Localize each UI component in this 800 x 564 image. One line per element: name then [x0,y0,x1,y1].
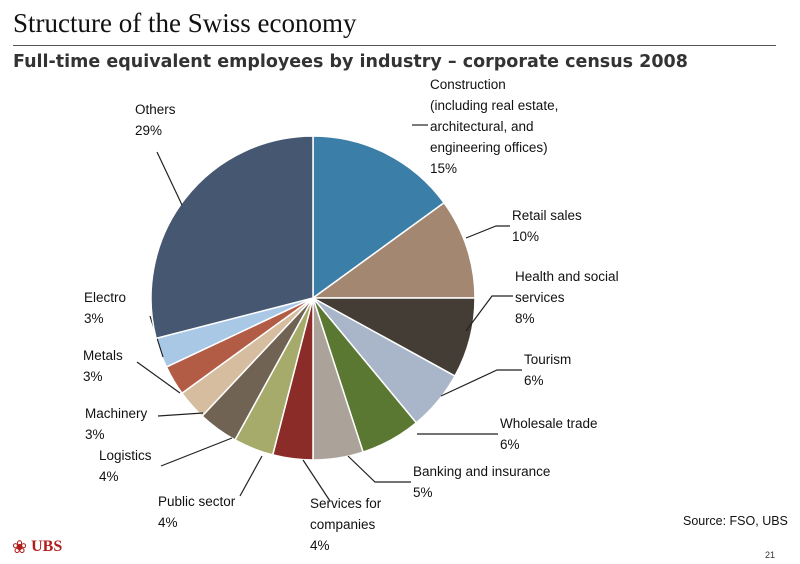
leader-line [440,369,522,397]
slice-label: Public sector 4% [158,491,235,533]
slice-label-text: architectural, and [430,119,534,134]
slice-label: Retail sales 10% [512,205,582,247]
slice-label: Machinery 3% [85,403,147,445]
slice-value-label: 8% [515,311,535,326]
pie-slice-construction [312,135,446,300]
slice-value-label: 3% [83,369,103,384]
slice-label-text: Others [135,102,176,117]
ubs-logo: ❀ UBS [12,538,62,556]
slice-label: Others 29% [135,99,176,141]
leader-line [347,455,411,483]
slice-label: Tourism 6% [524,349,571,391]
leader-line [156,151,183,206]
slice-label-text: Tourism [524,352,572,367]
slice-label-text: (including real estate, [430,98,559,113]
slice-value-label: 10% [512,229,540,244]
leader-line [465,295,513,332]
slice-label-text: Services for [310,496,382,511]
brand-name: UBS [31,538,63,555]
slice-value-label: 29% [135,123,163,138]
slice-label-text: companies [310,517,376,532]
slice-label: Banking and insurance 5% [413,461,550,503]
slice-label-text: Banking and insurance [413,464,551,479]
title-divider [13,45,776,46]
leader-line [465,225,510,239]
leader-line [302,459,331,502]
slice-label: Wholesale trade 6% [500,413,598,455]
slice-value-label: 3% [85,427,105,442]
slice-label-text: Public sector [158,494,236,509]
slice-label-text: Logistics [99,448,152,463]
slice-label-text: Wholesale trade [500,416,598,431]
leader-line [157,412,204,417]
source-note: Source: FSO, UBS [683,514,788,528]
slice-value-label: 4% [158,515,178,530]
page-number: 21 [765,550,776,560]
slice-label-text: Machinery [85,406,148,421]
slice-label: Metals 3% [83,345,123,387]
pie-slice-others [150,135,314,340]
slice-value-label: 4% [99,469,119,484]
page-title: Structure of the Swiss economy [13,8,357,38]
slice-value-label: 5% [413,485,433,500]
slice-value-label: 6% [500,437,520,452]
slice-label-text: engineering offices) [430,140,548,155]
leader-line [160,437,233,467]
slice-label-text: Construction [430,77,506,92]
slice-value-label: 4% [310,538,330,553]
slice-label: Electro 3% [84,287,126,329]
slice-label-text: Health and social [515,269,619,284]
pie-slice-retail-sales [310,201,476,299]
leader-line [239,455,263,497]
slice-label: Health and social services 8% [515,266,619,329]
slice-label: Services for companies 4% [310,493,381,556]
slice-label-text: Metals [83,348,123,363]
slice-label-text: Retail sales [512,208,582,223]
slice-label-text: Electro [84,290,127,305]
slice-value-label: 3% [84,311,104,326]
slice-label: Logistics 4% [99,445,152,487]
slice-value-label: 6% [524,373,544,388]
leader-line [136,361,181,394]
keys-icon: ❀ [12,537,28,557]
chart-subtitle: Full-time equivalent employees by indust… [13,52,688,72]
slice-label-text: services [515,290,565,305]
slice-value-label: 15% [430,161,458,176]
slice-label: Construction (including real estate, archi… [430,74,558,179]
